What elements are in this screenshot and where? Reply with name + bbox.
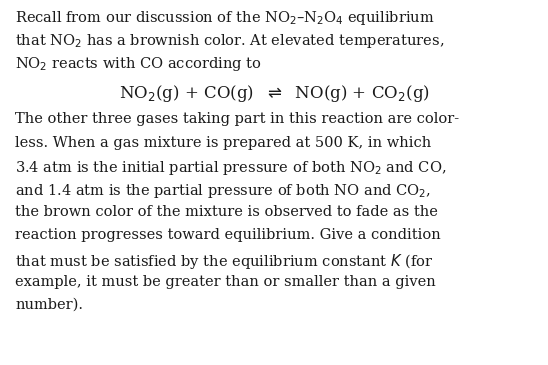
Text: NO$_2$(g) + CO(g)  $\rightleftharpoons$  NO(g) + CO$_2$(g): NO$_2$(g) + CO(g) $\rightleftharpoons$ N…: [118, 83, 430, 104]
Text: example, it must be greater than or smaller than a given: example, it must be greater than or smal…: [15, 275, 436, 289]
Text: the brown color of the mixture is observed to fade as the: the brown color of the mixture is observ…: [15, 205, 438, 219]
Text: that NO$_2$ has a brownish color. At elevated temperatures,: that NO$_2$ has a brownish color. At ele…: [15, 32, 444, 50]
Text: 3.4 atm is the initial partial pressure of both NO$_2$ and CO,: 3.4 atm is the initial partial pressure …: [15, 159, 447, 177]
Text: and 1.4 atm is the partial pressure of both NO and CO$_2$,: and 1.4 atm is the partial pressure of b…: [15, 182, 431, 200]
Text: that must be satisfied by the equilibrium constant $K$ (for: that must be satisfied by the equilibriu…: [15, 251, 434, 270]
Text: Recall from our discussion of the NO$_2$–N$_2$O$_4$ equilibrium: Recall from our discussion of the NO$_2$…: [15, 9, 435, 27]
Text: number).: number).: [15, 298, 83, 312]
Text: reaction progresses toward equilibrium. Give a condition: reaction progresses toward equilibrium. …: [15, 228, 441, 242]
Text: The other three gases taking part in this reaction are color-: The other three gases taking part in thi…: [15, 112, 459, 127]
Text: less. When a gas mixture is prepared at 500 K, in which: less. When a gas mixture is prepared at …: [15, 136, 432, 150]
Text: NO$_2$ reacts with CO according to: NO$_2$ reacts with CO according to: [15, 55, 262, 73]
